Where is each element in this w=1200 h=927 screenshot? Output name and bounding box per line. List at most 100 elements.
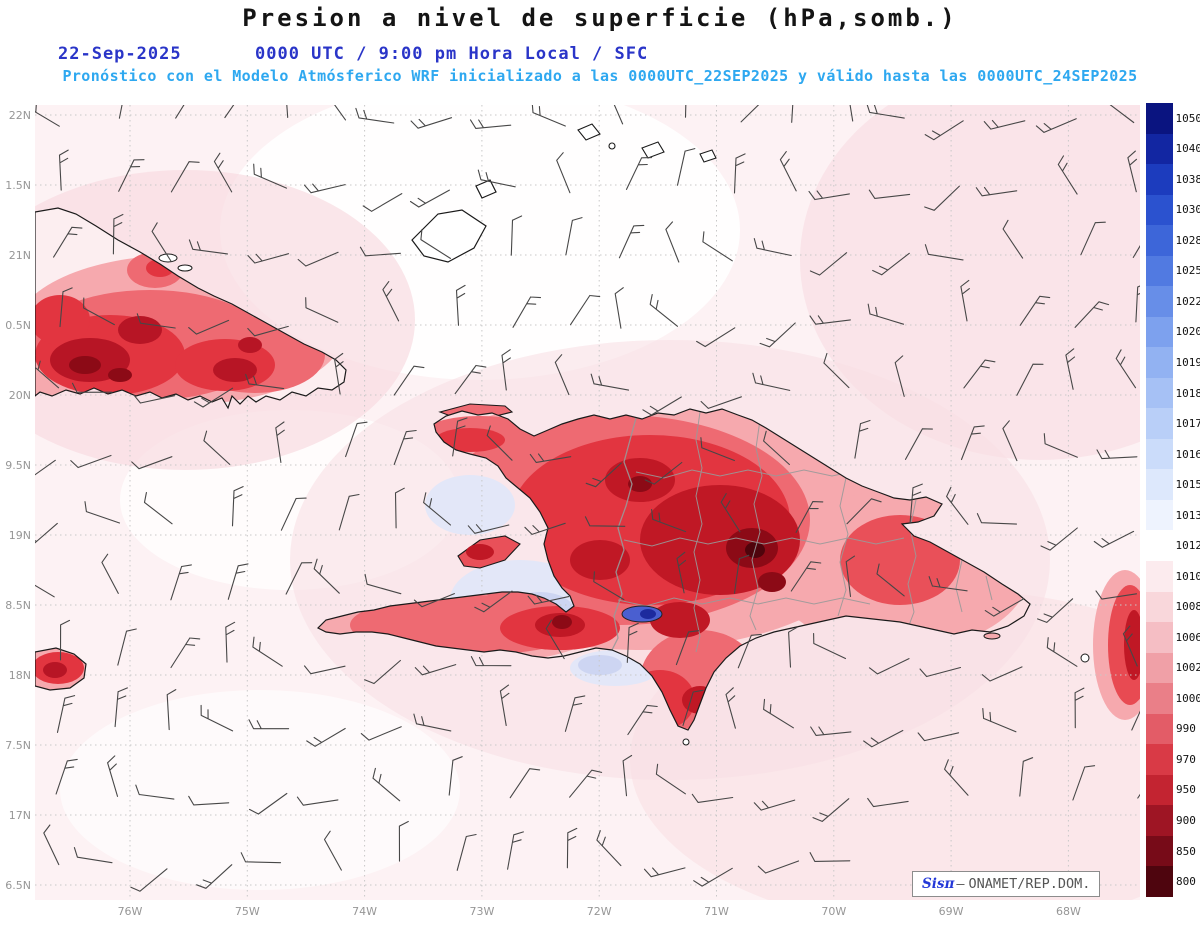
- wind-barb: [740, 105, 760, 123]
- wind-barb: [676, 148, 696, 186]
- wind-barb: [872, 252, 910, 276]
- wind-barb: [170, 637, 201, 669]
- wind-barb: [253, 163, 288, 189]
- wind-barb: [305, 297, 339, 323]
- wind-barb: [545, 619, 565, 660]
- wind-barb: [854, 419, 871, 459]
- colorbar-value: 1018: [1175, 386, 1200, 400]
- wind-barb: [655, 763, 686, 795]
- colorbar-level: 1040: [1146, 133, 1200, 165]
- colorbar-swatch: [1146, 225, 1173, 256]
- wind-barb: [196, 864, 233, 889]
- forecast-time: 0000 UTC / 9:00 pm Hora Local / SFC: [255, 44, 649, 64]
- wind-barb: [845, 555, 856, 598]
- colorbar-level: 1025: [1146, 255, 1200, 287]
- lat-label: 21N: [8, 249, 31, 262]
- wind-barb: [130, 868, 168, 892]
- wind-barb: [867, 797, 909, 808]
- jamaica-landmass: [35, 647, 87, 691]
- wind-barb: [143, 492, 173, 525]
- wind-barb: [510, 215, 523, 256]
- wind-barb: [960, 279, 970, 322]
- lat-label: 8.5N: [5, 599, 31, 612]
- model-init-line: Pronóstico con el Modelo Atmósferico WRF…: [62, 67, 1138, 85]
- colorbar-level: 1008: [1146, 591, 1200, 623]
- lon-label: 72W: [586, 905, 612, 918]
- wind-barb: [1122, 625, 1138, 667]
- colorbar-value: 1002: [1175, 661, 1200, 675]
- wind-barb: [360, 726, 402, 741]
- wind-barb: [863, 729, 904, 748]
- wind-barb: [876, 563, 905, 597]
- colorbar-value: 1038: [1175, 172, 1200, 186]
- colorbar-swatch: [1146, 530, 1173, 561]
- wind-barb: [338, 493, 360, 531]
- colorbar-value: 1012: [1175, 539, 1200, 553]
- gonave-island: [457, 535, 521, 569]
- wind-barb: [334, 352, 344, 395]
- lon-label: 68W: [1055, 905, 1081, 918]
- wind-barb: [1080, 221, 1106, 256]
- colorbar-level: 1022: [1146, 286, 1200, 317]
- wind-barb: [297, 251, 339, 267]
- lon-label: 69W: [938, 905, 964, 918]
- wind-barb: [362, 193, 403, 212]
- colorbar-level: 1015: [1146, 469, 1200, 500]
- lon-label: 75W: [234, 905, 260, 918]
- wind-barb: [823, 352, 850, 389]
- colorbar-value: 1030: [1175, 203, 1200, 217]
- wind-barb: [393, 429, 417, 466]
- saona-island: [983, 632, 1001, 640]
- wind-barb: [151, 222, 172, 262]
- colorbar-value: 1028: [1175, 233, 1200, 247]
- wind-barb: [752, 372, 791, 391]
- wind-barb: [107, 755, 119, 797]
- colorbar-level: 800: [1146, 866, 1200, 897]
- cuba-keys-islet: [158, 253, 178, 263]
- wind-barb: [733, 554, 750, 594]
- wind-barb: [501, 349, 511, 391]
- wind-barb: [675, 630, 700, 666]
- wind-barb: [691, 793, 734, 803]
- wind-barb: [166, 689, 177, 731]
- wind-barb: [564, 695, 586, 732]
- wind-barb: [455, 284, 466, 326]
- wind-barb: [456, 833, 477, 871]
- wind-barb: [73, 847, 113, 864]
- lon-label: 70W: [821, 905, 847, 918]
- wind-barb: [55, 758, 78, 795]
- wind-barb: [200, 704, 234, 732]
- lon-label: 71W: [704, 905, 729, 918]
- colorbar-value: 900: [1176, 813, 1196, 827]
- colorbar-swatch: [1146, 652, 1173, 684]
- wind-barb: [452, 417, 468, 457]
- wind-barb: [982, 707, 1017, 733]
- wind-barb: [1095, 590, 1138, 600]
- wind-barb: [868, 658, 910, 675]
- colorbar-level: 1030: [1146, 194, 1200, 226]
- lat-label: 20N: [8, 389, 31, 402]
- colorbar-swatch: [1146, 744, 1173, 775]
- attribution-brand: Sisπ: [922, 876, 955, 892]
- wind-barb: [725, 687, 736, 729]
- wind-barb: [569, 769, 603, 798]
- colorbar-value: 950: [1176, 783, 1196, 797]
- lake-enriquillo: [621, 605, 663, 623]
- wind-barb: [984, 598, 1025, 617]
- wind-barb: [791, 105, 794, 123]
- colorbar-swatch: [1146, 713, 1173, 745]
- colorbar-level: 1050: [1146, 103, 1200, 134]
- wind-barb: [917, 732, 960, 742]
- wind-barb: [702, 231, 733, 262]
- wind-barb: [627, 704, 658, 736]
- wind-barb: [247, 325, 289, 337]
- wind-barb: [280, 497, 307, 531]
- wind-barb: [556, 152, 571, 194]
- right-edge-pressure-cell: [1093, 570, 1140, 720]
- wind-barb: [810, 726, 852, 736]
- wind-barb: [170, 564, 192, 601]
- wind-barb: [696, 327, 736, 348]
- wind-barb: [372, 767, 401, 802]
- wind-barb: [1065, 348, 1076, 390]
